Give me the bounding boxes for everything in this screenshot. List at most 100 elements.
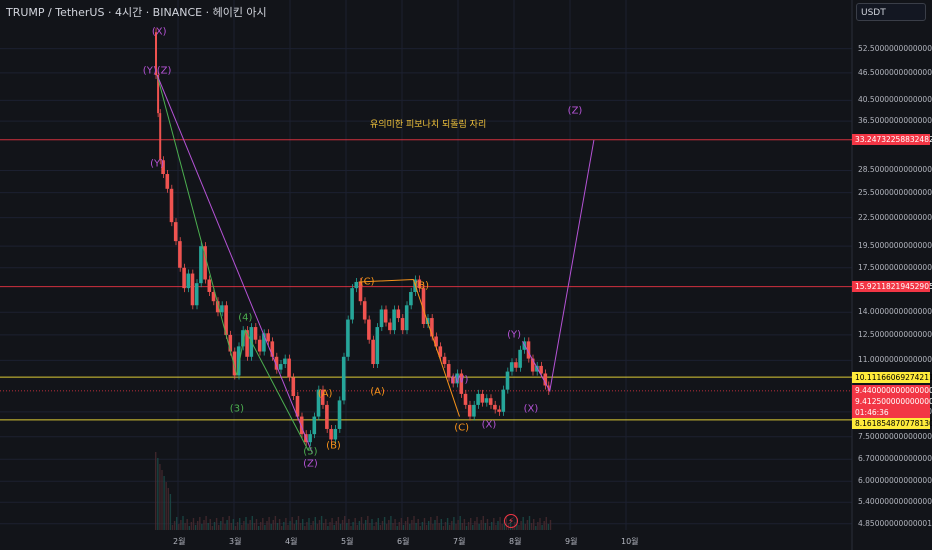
volume-bar [188,526,190,530]
volume-bar [230,523,232,530]
volume-bar [276,523,279,530]
volume-bar [432,524,434,530]
wave-line-3 [522,139,595,393]
volume-bar [190,522,193,530]
volume-bar [404,521,407,530]
volume-bar [247,524,249,530]
volume-bar [379,525,382,530]
volume-bar [421,522,424,530]
volume-bar [463,519,466,530]
currency-selector[interactable]: USDT [856,3,926,21]
volume-bar [367,516,369,530]
lightning-icon[interactable]: ⚡ [504,514,518,528]
volume-bar [499,517,501,530]
candle-body [518,349,522,368]
candle-body [159,113,162,161]
candle-body [362,301,367,320]
candle-body [173,222,178,242]
wave-label: (3) [229,403,244,415]
volume-bar [159,464,161,530]
volume-bar [169,494,172,530]
volume-bar [171,525,174,530]
volume-bar [455,524,457,530]
volume-bar [530,523,533,530]
wave-label: (X) [523,403,539,415]
volume-bar [415,523,417,530]
candle-body [501,389,506,412]
volume-bar [407,517,409,530]
candle-body [283,358,287,365]
wave-label: (W) [450,374,469,386]
candle-body [535,365,539,372]
volume-bar [249,520,251,530]
wave-label: (A) [370,386,385,398]
volume-bar [440,519,442,530]
volume-bar [262,518,264,530]
candle-body [182,267,186,289]
volume-bar [220,521,222,530]
volume-bar [331,518,333,530]
volume-bar [344,516,346,530]
volume-bar [501,524,503,530]
volume-bar [312,521,314,530]
volume-bar [333,525,335,530]
volume-bar [295,520,298,530]
volume-bar [381,521,384,530]
volume-bar [383,517,386,530]
volume-bar [302,519,304,530]
candle-body [161,160,165,175]
volume-bar [306,522,308,530]
volume-bar [425,525,428,530]
candle-body [371,339,375,365]
price-axis-label: 4.850000000000010 [858,518,932,528]
volume-bar [299,523,302,530]
month-label: 2월 [173,537,186,546]
volume-bar [352,522,354,530]
wave-label: (C) [454,422,469,434]
wave-label: (Z) [303,458,318,470]
candle-body [316,389,321,417]
volume-bar [438,523,440,530]
volume-bar [274,516,277,530]
volume-bar [356,525,358,530]
volume-bar [236,522,239,530]
candle-body [325,404,329,429]
volume-bar [348,519,350,530]
candle-body [203,246,207,280]
volume-bar [482,516,484,530]
volume-bar [419,526,421,530]
volume-bar [434,520,436,530]
candle-body [291,377,296,397]
wave-label: (Y) [507,329,522,341]
price-axis-label: 19.500000000000000 [858,241,932,251]
volume-bar [470,518,472,530]
price-axis-label: 11.000000000000000 [858,355,932,365]
price-axis-label: 14.000000000000000 [858,307,932,317]
volume-bar [411,520,413,530]
symbol-title[interactable]: TRUMP / TetherUS · 4시간 · BINANCE · 헤이킨 아… [6,6,267,19]
volume-bar [541,525,543,530]
volume-bar [218,525,220,530]
volume-bar [270,524,272,530]
volume-bar [537,522,539,530]
month-label: 8월 [509,537,522,546]
price-axis-label: 6.000000000000006 [858,476,932,486]
volume-bar [213,522,216,530]
candle-body [400,318,405,331]
volume-bar [459,516,461,530]
price-tag: 10.111660692742114 [852,371,932,383]
volume-bar [314,517,316,530]
volume-bar [241,525,243,530]
volume-bar [239,518,241,530]
volume-bar [165,482,167,530]
volume-bar [278,519,281,530]
candle-body [480,393,485,403]
candle-body [438,346,443,357]
volume-bar [524,524,526,530]
volume-bar [232,519,235,530]
wave-label: (B) [414,280,430,292]
candle-body [446,364,451,378]
volume-bar [289,521,291,530]
volume-bar [484,523,487,530]
